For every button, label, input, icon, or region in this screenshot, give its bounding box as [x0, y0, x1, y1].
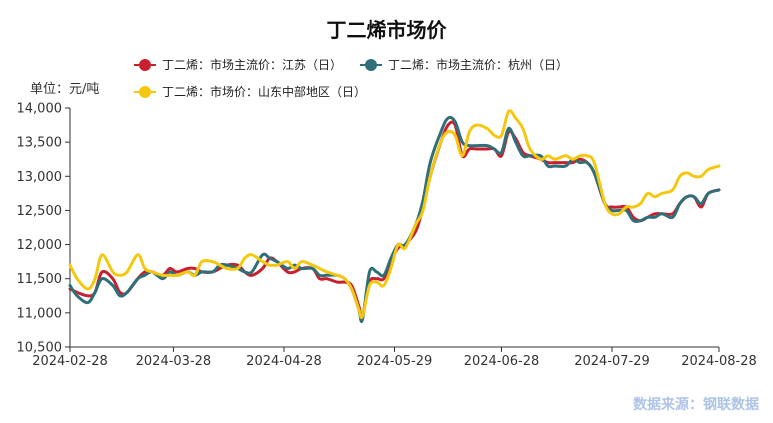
legend-label-shandong: 丁二烯：市场价：山东中部地区（日）: [162, 85, 367, 99]
legend-item-shandong[interactable]: 丁二烯：市场价：山东中部地区（日）: [134, 83, 366, 100]
legend-label-hangzhou: 丁二烯：市场主流价：杭州（日）: [388, 58, 569, 72]
y-tick-label: 12,500: [17, 204, 63, 219]
x-tick-label: 2024-04-28: [246, 354, 322, 369]
y-tick-label: 11,000: [17, 306, 63, 321]
y-tick-label: 11,500: [17, 272, 63, 287]
series-line-hangzhou: [68, 115, 721, 323]
legend-item-hangzhou[interactable]: 丁二烯：市场主流价：杭州（日）: [360, 56, 568, 73]
x-tick-label: 2024-02-28: [32, 354, 108, 369]
legend-marker-shandong: [134, 85, 156, 98]
y-tick-label: 13,500: [17, 136, 63, 151]
x-tick-label: 2024-06-28: [464, 354, 540, 369]
y-tick-label: 12,000: [17, 238, 63, 253]
series-line-jiangsu: [68, 120, 721, 319]
x-tick-label: 2024-05-29: [357, 354, 433, 369]
legend-item-jiangsu[interactable]: 丁二烯：市场主流价：江苏（日）: [134, 56, 342, 73]
legend-marker-jiangsu: [134, 58, 156, 71]
y-tick-label: 13,000: [17, 170, 63, 185]
series-line-shandong: [68, 109, 721, 320]
x-tick-label: 2024-08-28: [681, 354, 757, 369]
x-tick-label: 2024-03-28: [136, 354, 212, 369]
source-note: 数据来源：钢联数据: [633, 397, 759, 413]
legend-label-jiangsu: 丁二烯：市场主流价：江苏（日）: [162, 58, 343, 72]
y-tick-label: 10,500: [17, 341, 63, 356]
chart-title: 丁二烯市场价: [326, 18, 447, 42]
x-tick-label: 2024-07-29: [574, 354, 650, 369]
unit-label: 单位：元/吨: [30, 82, 100, 97]
legend-marker-hangzhou: [360, 58, 383, 71]
legend-row-2: 丁二烯：市场价：山东中部地区（日）: [134, 83, 384, 100]
legend-row-1: 丁二烯：市场主流价：江苏（日） 丁二烯：市场主流价：杭州（日）: [134, 56, 586, 73]
y-tick-label: 14,000: [17, 102, 63, 117]
